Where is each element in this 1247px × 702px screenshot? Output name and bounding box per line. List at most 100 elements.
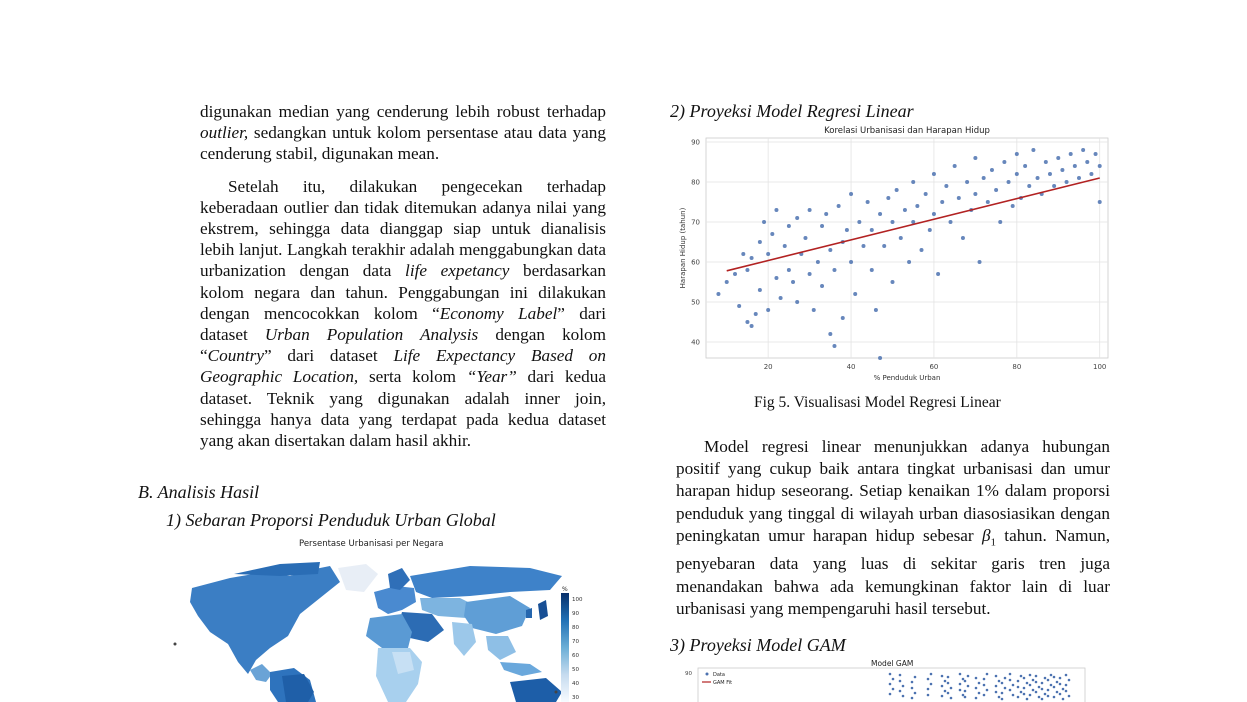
data-point: [749, 256, 754, 260]
right-column-paragraph: Model regresi linear menunjukkan adanya …: [676, 436, 1110, 620]
x-tick-label: 20: [764, 363, 773, 371]
data-point: [774, 208, 779, 212]
map-region-brazil: [282, 674, 314, 702]
gam-data-point: [994, 674, 998, 678]
data-point: [820, 224, 825, 228]
map-region-china: [464, 596, 530, 634]
data-point: [902, 208, 907, 212]
gam-chart-partial: 90 Data GAM Fit: [685, 667, 1086, 702]
plot-area: [705, 137, 1109, 359]
data-point: [919, 248, 924, 252]
gam-data-point: [1019, 690, 1023, 694]
data-point: [878, 212, 883, 216]
data-point: [782, 244, 787, 248]
map-title: Persentase Urbanisasi per Negara: [299, 539, 444, 549]
gam-data-point: [1037, 695, 1041, 699]
colorbar-tick: 30: [572, 695, 579, 701]
gam-data-point: [1034, 674, 1038, 678]
data-point: [716, 292, 721, 296]
data-point: [865, 200, 870, 204]
gam-data-point: [910, 696, 914, 700]
gam-data-point: [1003, 676, 1007, 680]
y-tick-label: 60: [691, 259, 700, 267]
gam-data-point: [1008, 672, 1012, 676]
data-point: [1089, 172, 1094, 176]
data-point: [960, 236, 965, 240]
regression-line: [726, 177, 1100, 272]
data-point: [1085, 160, 1090, 164]
gam-data-point: [888, 682, 892, 686]
gam-legend-fit-label: GAM Fit: [713, 680, 732, 686]
paragraph-3: Model regresi linear menunjukkan adanya …: [676, 437, 1110, 618]
map-region-indonesia: [500, 662, 542, 676]
gam-data-point: [1052, 685, 1056, 689]
data-point: [998, 220, 1003, 224]
data-point: [1010, 204, 1015, 208]
colorbar-tick: 90: [572, 611, 579, 617]
gam-data-point: [966, 674, 970, 678]
data-point: [1006, 180, 1011, 184]
gam-data-point: [1046, 688, 1050, 692]
data-point: [832, 268, 837, 272]
data-point: [1097, 200, 1102, 204]
map-region-north-africa: [366, 614, 412, 648]
gam-data-point: [888, 692, 892, 696]
colorbar-tick: 80: [572, 625, 579, 631]
data-point: [940, 200, 945, 204]
data-point: [766, 252, 771, 256]
x-tick-label: 80: [1012, 363, 1021, 371]
gam-data-point: [1025, 681, 1029, 685]
gam-data-point: [891, 677, 895, 681]
data-point: [786, 224, 791, 228]
gam-legend-data-marker: [705, 672, 709, 676]
data-point: [1060, 168, 1065, 172]
data-point: [911, 180, 916, 184]
data-point: [774, 276, 779, 280]
gam-data-point: [982, 693, 986, 697]
paragraph-2: Setelah itu, dilakukan pengecekan terhad…: [200, 176, 606, 451]
data-point: [749, 324, 754, 328]
gam-data-point: [994, 684, 998, 688]
gam-data-point: [898, 673, 902, 677]
gam-data-point: [891, 687, 895, 691]
data-point: [745, 268, 750, 272]
data-point: [1068, 152, 1073, 156]
data-point: [811, 308, 816, 312]
gam-data-point: [910, 680, 914, 684]
data-point: [840, 316, 845, 320]
chart-title: Korelasi Urbanisasi dan Harapan Hidup: [824, 126, 990, 136]
gam-data-point: [949, 696, 953, 700]
data-point: [985, 200, 990, 204]
data-point: [1052, 184, 1057, 188]
data-point: [989, 168, 994, 172]
data-point: [807, 272, 812, 276]
gam-data-point: [1031, 678, 1035, 682]
colorbar-tick: 60: [572, 653, 579, 659]
map-region-scandinavia: [388, 568, 410, 590]
data-point: [770, 232, 775, 236]
data-point: [915, 204, 920, 208]
map-region-central-america: [250, 664, 272, 682]
x-axis-label: % Penduduk Urban: [874, 374, 941, 382]
data-point: [931, 172, 936, 176]
data-point: [1093, 152, 1098, 156]
data-point: [911, 220, 916, 224]
gam-data-point: [940, 684, 944, 688]
gam-data-point: [977, 681, 981, 685]
y-axis-label: Harapan Hidup (tahun): [679, 207, 687, 288]
gam-data-point: [974, 686, 978, 690]
gam-data-point: [966, 684, 970, 688]
gam-data-point: [1022, 692, 1026, 696]
gam-data-point: [1040, 681, 1044, 685]
gam-data-point: [974, 696, 978, 700]
gam-data-point: [898, 689, 902, 693]
gam-data-point: [929, 682, 933, 686]
gam-data-point: [946, 675, 950, 679]
gam-data-point: [997, 679, 1001, 683]
data-point: [869, 228, 874, 232]
gam-data-point: [977, 691, 981, 695]
data-point: [828, 332, 833, 336]
data-point: [869, 268, 874, 272]
gam-data-point: [898, 679, 902, 683]
data-point: [927, 228, 932, 232]
